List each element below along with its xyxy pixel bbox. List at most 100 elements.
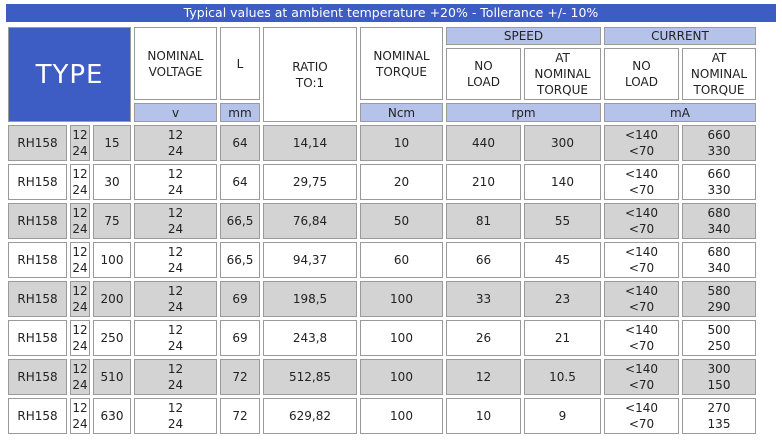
- speed-no-load-cell: 26: [446, 320, 521, 356]
- speed-header: SPEED: [446, 27, 601, 45]
- current-header: CURRENT: [604, 27, 756, 45]
- speed-no-load-cell: 440: [446, 125, 521, 161]
- nominal-torque-cell: 50: [360, 203, 443, 239]
- ratio-code-cell: 15: [93, 125, 131, 161]
- voltage-options-cell: 12 24: [70, 203, 90, 239]
- ratio-cell: 629,82: [263, 398, 357, 434]
- voltage-options-cell: 12 24: [70, 359, 90, 395]
- nominal-voltage-cell: 12 24: [134, 281, 217, 317]
- unit-length: mm: [220, 103, 260, 122]
- speed-nominal-cell: 9: [524, 398, 601, 434]
- nominal-voltage-cell: 12 24: [134, 359, 217, 395]
- current-no-load-cell: <140 <70: [604, 281, 679, 317]
- current-nominal-cell: 500 250: [682, 320, 756, 356]
- length-cell: 64: [220, 125, 260, 161]
- current-no-load-cell: <140 <70: [604, 359, 679, 395]
- table-caption: Typical values at ambient temperature +2…: [6, 4, 776, 22]
- ratio-cell: 243,8: [263, 320, 357, 356]
- current-at-nominal-torque-header: AT NOMINAL TORQUE: [682, 48, 756, 100]
- ratio-cell: 512,85: [263, 359, 357, 395]
- length-cell: 66,5: [220, 203, 260, 239]
- model-cell: RH158: [8, 164, 67, 200]
- speed-nominal-cell: 300: [524, 125, 601, 161]
- speed-at-nominal-torque-header: AT NOMINAL TORQUE: [524, 48, 601, 100]
- speed-nominal-cell: 140: [524, 164, 601, 200]
- nominal-voltage-header: NOMINAL VOLTAGE: [134, 27, 217, 100]
- ratio-code-cell: 250: [93, 320, 131, 356]
- table-row: RH158 12 24 75 12 24 66,5 76,84 50 81 55 <140 <70 680…: [8, 203, 756, 239]
- model-cell: RH158: [8, 359, 67, 395]
- model-cell: RH158: [8, 281, 67, 317]
- ratio-code-cell: 100: [93, 242, 131, 278]
- model-cell: RH158: [8, 398, 67, 434]
- table-row: RH158 12 24 15 12 24 64 14,14 10 440 300 <140 <70 660…: [8, 125, 756, 161]
- current-nominal-cell: 270 135: [682, 398, 756, 434]
- current-no-load-cell: <140 <70: [604, 125, 679, 161]
- specs-table: TYPE NOMINAL VOLTAGE L RATIO TO:1 NOMINAL T…: [5, 24, 759, 437]
- speed-no-load-cell: 81: [446, 203, 521, 239]
- current-nominal-cell: 300 150: [682, 359, 756, 395]
- nominal-torque-cell: 100: [360, 359, 443, 395]
- current-no-load-cell: <140 <70: [604, 320, 679, 356]
- speed-nominal-cell: 55: [524, 203, 601, 239]
- current-nominal-cell: 680 340: [682, 203, 756, 239]
- ratio-code-cell: 200: [93, 281, 131, 317]
- nominal-torque-cell: 100: [360, 281, 443, 317]
- unit-speed: rpm: [446, 103, 601, 122]
- nominal-torque-cell: 60: [360, 242, 443, 278]
- table-row: RH158 12 24 250 12 24 69 243,8 100 26 21 <140 <70 500…: [8, 320, 756, 356]
- speed-nominal-cell: 23: [524, 281, 601, 317]
- nominal-torque-cell: 100: [360, 398, 443, 434]
- ratio-cell: 76,84: [263, 203, 357, 239]
- table-row: RH158 12 24 30 12 24 64 29,75 20 210 140 <140 <70 660…: [8, 164, 756, 200]
- speed-nominal-cell: 45: [524, 242, 601, 278]
- voltage-options-cell: 12 24: [70, 242, 90, 278]
- current-no-load-cell: <140 <70: [604, 164, 679, 200]
- nominal-voltage-cell: 12 24: [134, 164, 217, 200]
- nominal-torque-cell: 100: [360, 320, 443, 356]
- ratio-code-cell: 30: [93, 164, 131, 200]
- model-cell: RH158: [8, 320, 67, 356]
- length-cell: 72: [220, 359, 260, 395]
- current-nominal-cell: 660 330: [682, 125, 756, 161]
- ratio-cell: 29,75: [263, 164, 357, 200]
- current-nominal-cell: 580 290: [682, 281, 756, 317]
- length-cell: 66,5: [220, 242, 260, 278]
- speed-no-load-cell: 10: [446, 398, 521, 434]
- nominal-voltage-cell: 12 24: [134, 320, 217, 356]
- nominal-torque-header: NOMINAL TORQUE: [360, 27, 443, 100]
- length-header: L: [220, 27, 260, 100]
- length-cell: 69: [220, 281, 260, 317]
- ratio-cell: 198,5: [263, 281, 357, 317]
- table-body: RH158 12 24 15 12 24 64 14,14 10 440 300 <140 <70 660…: [8, 125, 756, 434]
- table-row: RH158 12 24 200 12 24 69 198,5 100 33 23 <140 <70 580…: [8, 281, 756, 317]
- voltage-options-cell: 12 24: [70, 281, 90, 317]
- speed-nominal-cell: 10.5: [524, 359, 601, 395]
- current-no-load-header: NO LOAD: [604, 48, 679, 100]
- nominal-torque-cell: 20: [360, 164, 443, 200]
- unit-current: mA: [604, 103, 756, 122]
- current-nominal-cell: 680 340: [682, 242, 756, 278]
- unit-voltage: v: [134, 103, 217, 122]
- table-row: RH158 12 24 630 12 24 72 629,82 100 10 9 <140 <70 270…: [8, 398, 756, 434]
- model-cell: RH158: [8, 242, 67, 278]
- voltage-options-cell: 12 24: [70, 398, 90, 434]
- ratio-cell: 14,14: [263, 125, 357, 161]
- nominal-voltage-cell: 12 24: [134, 242, 217, 278]
- speed-no-load-cell: 210: [446, 164, 521, 200]
- nominal-voltage-cell: 12 24: [134, 398, 217, 434]
- speed-no-load-cell: 33: [446, 281, 521, 317]
- ratio-code-cell: 630: [93, 398, 131, 434]
- current-no-load-cell: <140 <70: [604, 203, 679, 239]
- model-cell: RH158: [8, 125, 67, 161]
- ratio-header: RATIO TO:1: [263, 27, 357, 122]
- voltage-options-cell: 12 24: [70, 164, 90, 200]
- speed-no-load-cell: 66: [446, 242, 521, 278]
- current-nominal-cell: 660 330: [682, 164, 756, 200]
- table-row: RH158 12 24 510 12 24 72 512,85 100 12 10.5 <140 <70…: [8, 359, 756, 395]
- current-no-load-cell: <140 <70: [604, 242, 679, 278]
- speed-no-load-cell: 12: [446, 359, 521, 395]
- unit-torque: Ncm: [360, 103, 443, 122]
- nominal-torque-cell: 10: [360, 125, 443, 161]
- length-cell: 69: [220, 320, 260, 356]
